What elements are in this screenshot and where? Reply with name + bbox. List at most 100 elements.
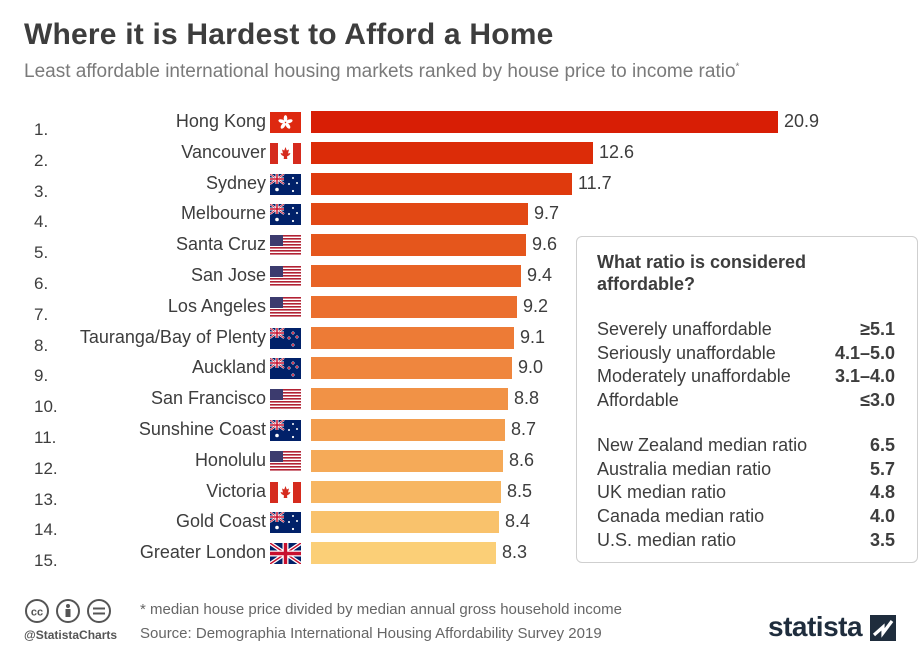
canada-flag-icon [270,481,301,503]
median-ratio-row: UK median ratio 4.8 [597,482,895,504]
australia-flag-icon [270,420,301,441]
value-label: 9.6 [532,234,558,255]
bar [311,265,521,287]
info-row-label: Moderately unaffordable [597,366,791,387]
info-row-value: ≥5.1 [860,319,895,339]
rank-label: 9. [34,366,49,386]
city-label: Greater London [139,542,266,563]
median-ratio-row: Australia median ratio 5.7 [597,459,895,481]
bar [311,172,572,195]
bar [311,326,514,349]
rank-label: 15. [34,551,58,571]
usa-flag-icon [270,296,301,318]
canada-flag-icon [270,142,301,164]
rank-label: 11. [34,428,57,447]
bar [311,419,505,441]
usa-flag-icon [270,235,301,257]
rank-label: 14. [34,520,58,540]
info-row-label: U.S. median ratio [597,529,737,550]
median-ratio-row: New Zealand median ratio 6.5 [597,435,895,457]
city-label: San Francisco [150,388,266,409]
statista-logo-icon [870,615,896,641]
statista-logo-text: statista [768,611,863,642]
attribution-icon [56,599,80,623]
rank-label: 12. [34,458,58,478]
footnote: * median house price divided by median a… [140,601,622,618]
value-label: 9.2 [523,295,549,316]
info-row-label: Canada median ratio [597,506,765,527]
value-label: 20.9 [784,111,820,131]
info-box-title: What ratio is considered affordable? [597,252,807,294]
info-row-value: 3.5 [869,529,895,550]
chart-subtitle: Least affordable international housing m… [24,61,739,83]
city-label: Auckland [191,357,266,378]
subtitle-text: Least affordable international housing m… [24,61,736,82]
australia-flag-icon [270,512,301,534]
info-row-value: 5.7 [869,458,895,479]
info-row-label: Severely unaffordable [597,319,772,339]
info-row-label: Affordable [597,390,679,411]
value-label: 9.4 [527,265,553,285]
city-label: Melbourne [180,203,266,224]
bar [311,542,496,565]
info-row-value: 3.1–4.0 [834,366,895,387]
info-row-label: UK median ratio [597,482,727,503]
value-label: 8.5 [507,480,533,501]
uk-flag-icon [270,543,301,565]
value-label: 8.6 [509,449,535,470]
bar [311,388,508,411]
chart-title: Where it is Hardest to Afford a Home [24,18,554,51]
info-row-label: New Zealand median ratio [597,435,808,455]
australia-flag-icon [270,173,301,195]
city-label: Victoria [206,480,266,501]
rank-label: 13. [34,489,58,509]
info-row-label: Australia median ratio [597,458,772,479]
affordability-category-row: Seriously unaffordable 4.1–5.0 [597,343,895,365]
info-row-value: 4.8 [869,482,895,503]
usa-flag-icon [270,266,301,287]
city-label: Vancouver [181,141,266,162]
median-ratio-row: U.S. median ratio 3.5 [597,530,895,552]
rank-label: 4. [34,212,49,232]
info-row-value: 6.5 [869,435,895,455]
no-derivatives-icon [87,599,111,623]
city-label: Gold Coast [175,511,266,532]
value-label: 9.7 [534,203,560,224]
bar [311,295,517,318]
value-label: 8.7 [511,419,537,439]
creative-commons-icons: cc [25,599,111,623]
rank-label: 5. [34,243,49,263]
rank-label: 10. [34,397,58,417]
hong-kong-flag-icon [270,112,301,133]
value-label: 9.1 [520,326,546,347]
usa-flag-icon [270,389,301,411]
affordability-category-row: Moderately unaffordable 3.1–4.0 [597,366,895,388]
affordability-category-row: Affordable ≤3.0 [597,390,895,412]
info-row-label: Seriously unaffordable [597,342,776,363]
bar [311,480,501,503]
value-label: 8.4 [505,511,531,532]
value-label: 11.7 [578,172,612,193]
bar [311,234,526,257]
value-label: 12.6 [599,141,635,162]
value-label: 8.3 [502,542,528,563]
usa-flag-icon [270,450,301,472]
new-zealand-flag-icon [270,327,301,349]
rank-label: 3. [34,181,49,201]
city-label: Honolulu [194,449,266,470]
australia-flag-icon [270,204,301,226]
city-label: Los Angeles [167,295,266,316]
affordability-info-box: What ratio is considered affordable? Sev… [576,236,918,563]
city-label: Tauranga/Bay of Plenty [79,326,266,347]
city-label: Santa Cruz [175,234,266,255]
affordability-category-row: Severely unaffordable ≥5.1 [597,319,895,341]
cc-icon [25,599,49,623]
value-label: 8.8 [514,388,540,409]
bar [311,357,512,380]
bar [311,449,503,472]
rank-label: 7. [34,304,49,324]
bar [311,141,593,164]
value-label: 9.0 [518,357,544,378]
bar [311,203,528,226]
rank-label: 2. [34,150,49,170]
